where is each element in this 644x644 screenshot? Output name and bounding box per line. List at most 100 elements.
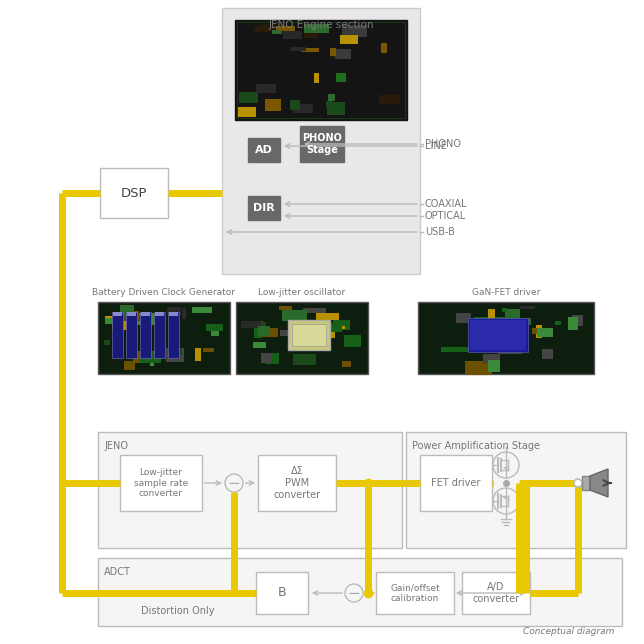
Bar (258, 455, 336, 511)
Bar (502, 308, 507, 312)
Bar (536, 325, 542, 339)
Bar (141, 312, 150, 316)
Text: Gain/offset
calibration: Gain/offset calibration (390, 583, 440, 603)
Bar (256, 328, 278, 337)
Bar (464, 361, 492, 375)
Text: ΔΣ
PWM
converter: ΔΣ PWM converter (274, 466, 321, 500)
Bar (328, 94, 336, 101)
Bar (257, 322, 267, 328)
Bar (406, 432, 626, 548)
Bar (532, 328, 540, 334)
Bar (100, 168, 168, 218)
Text: ADCT: ADCT (104, 567, 131, 577)
Bar (248, 138, 280, 162)
Bar (243, 95, 256, 102)
Bar (582, 476, 590, 490)
Bar (537, 328, 553, 337)
Bar (505, 309, 520, 319)
Bar (261, 353, 271, 363)
Text: DSP: DSP (120, 187, 147, 200)
Bar (327, 323, 342, 332)
Text: JENO: JENO (104, 441, 128, 451)
Bar (112, 317, 135, 330)
Bar (167, 307, 181, 315)
Bar (568, 317, 578, 330)
Text: PHONO: PHONO (425, 139, 461, 149)
Bar (315, 336, 327, 345)
Bar (303, 308, 327, 312)
Bar (292, 324, 326, 346)
Bar (104, 317, 118, 324)
Bar (293, 104, 313, 113)
Bar (304, 24, 329, 33)
Bar (256, 572, 308, 614)
Bar (290, 47, 307, 52)
Bar (314, 73, 319, 83)
Bar (288, 320, 330, 350)
Bar (418, 302, 594, 374)
Bar (112, 312, 123, 358)
Bar (98, 558, 622, 626)
Bar (488, 309, 495, 318)
Bar (168, 312, 179, 358)
Bar (572, 315, 583, 326)
Bar (126, 312, 137, 358)
Bar (555, 321, 561, 325)
Bar (104, 339, 109, 345)
Bar (182, 308, 185, 319)
Bar (379, 95, 400, 104)
Text: DIR: DIR (253, 203, 275, 213)
Text: GaN-FET driver: GaN-FET driver (472, 288, 540, 297)
Bar (293, 354, 316, 365)
Bar (283, 32, 302, 39)
Bar (336, 73, 346, 82)
Bar (237, 22, 405, 118)
Bar (170, 348, 182, 355)
Text: Distortion Only: Distortion Only (141, 606, 214, 616)
Bar (340, 35, 357, 44)
Bar (376, 572, 454, 614)
Bar (265, 353, 279, 365)
Text: OPTICAL: OPTICAL (425, 211, 466, 221)
Text: Battery Driven Clock Generator: Battery Driven Clock Generator (93, 288, 236, 297)
Text: PHONO
Stage: PHONO Stage (302, 133, 342, 155)
Bar (140, 352, 161, 363)
Bar (98, 302, 230, 374)
Text: Low-jitter oscillator: Low-jitter oscillator (258, 288, 346, 297)
Bar (236, 302, 368, 374)
Bar (206, 324, 223, 331)
Bar (441, 347, 476, 352)
Bar (290, 100, 300, 110)
Bar (276, 26, 296, 31)
Bar (149, 358, 154, 366)
Bar (253, 342, 266, 348)
Bar (222, 8, 420, 274)
Bar (326, 101, 332, 106)
Bar (336, 50, 351, 59)
Bar (124, 361, 135, 370)
Bar (486, 344, 509, 352)
Bar (254, 328, 262, 337)
Bar (272, 30, 282, 34)
Bar (133, 352, 156, 363)
Bar (98, 432, 402, 548)
Bar (211, 325, 219, 336)
Bar (420, 455, 492, 511)
Bar (195, 348, 201, 361)
Bar (342, 361, 352, 367)
Bar (333, 326, 345, 329)
Bar (166, 348, 184, 362)
Text: A/D
converter: A/D converter (473, 582, 520, 604)
Text: LINE: LINE (425, 141, 447, 151)
Text: FET driver: FET driver (431, 478, 480, 488)
Bar (470, 320, 526, 350)
Bar (301, 48, 319, 52)
Text: B: B (278, 587, 287, 600)
Bar (113, 312, 122, 316)
Bar (342, 24, 368, 37)
Bar (330, 48, 336, 56)
Bar (121, 316, 144, 321)
Circle shape (574, 479, 582, 487)
Bar (239, 92, 258, 103)
Bar (127, 312, 136, 316)
